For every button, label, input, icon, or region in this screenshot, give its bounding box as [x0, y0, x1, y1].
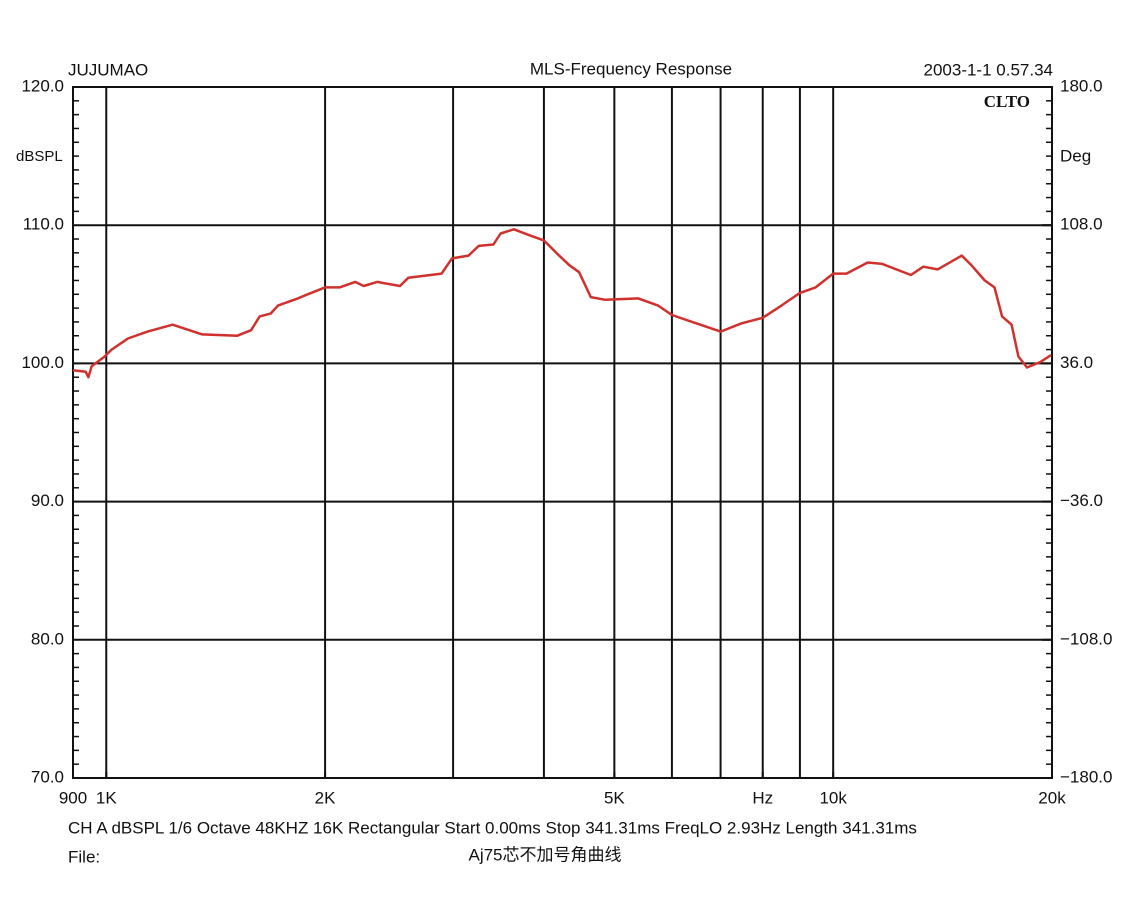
timestamp: 2003-1-1 0.57.34: [924, 60, 1054, 79]
file-name: Aj75芯不加号角曲线: [468, 845, 621, 864]
footer: CH A dBSPL 1/6 Octave 48KHZ 16K Rectangu…: [68, 818, 917, 837]
x-tick-label: 2K: [315, 788, 336, 807]
x-tick-label: 20k: [1038, 788, 1066, 807]
y-tick-label: 90.0: [31, 491, 64, 510]
y2-tick-label: −180.0: [1060, 767, 1112, 786]
brand: CLTO: [984, 92, 1030, 111]
y2-tick-label: 108.0: [1060, 215, 1103, 234]
y2-axis-label: Deg: [1060, 146, 1091, 165]
y-tick-label: 80.0: [31, 629, 64, 648]
y2-tick-label: 36.0: [1060, 353, 1093, 372]
y-tick-label: 70.0: [31, 767, 64, 786]
y-tick-label: 110.0: [23, 215, 64, 234]
x-tick-label: 5K: [604, 788, 625, 807]
y2-tick-label: 180.0: [1060, 76, 1103, 95]
x-tick-label: Hz: [752, 788, 773, 807]
x-tick-label: 10k: [819, 788, 847, 807]
x-tick-label: 1K: [96, 788, 117, 807]
plot-frame: [72, 86, 1053, 779]
y2-tick-label: −36.0: [1060, 491, 1103, 510]
y2-tick-label: −108.0: [1060, 629, 1112, 648]
chart-title: MLS-Frequency Response: [530, 59, 732, 78]
y-tick-label: 120.0: [21, 76, 64, 95]
left-header: JUJUMAO: [68, 60, 148, 79]
x-tick-label: 900: [59, 788, 87, 807]
y-axis-label: dBSPL: [16, 148, 63, 165]
file-label: File:: [68, 847, 100, 866]
y-tick-label: 100.0: [21, 353, 64, 372]
response-line: [72, 228, 1052, 379]
